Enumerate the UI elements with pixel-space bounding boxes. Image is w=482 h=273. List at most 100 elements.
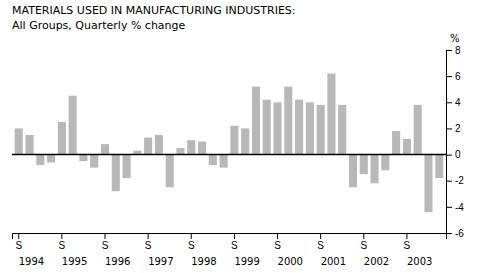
bar — [198, 142, 206, 155]
bar — [36, 155, 44, 165]
bar — [101, 144, 109, 154]
year-label: 1995 — [62, 256, 87, 267]
year-label: 1998 — [191, 256, 216, 267]
x-tick-label: S — [274, 240, 281, 251]
x-tick-label: S — [145, 240, 152, 251]
bar — [176, 148, 184, 155]
bar — [155, 135, 163, 155]
y-tick-label: -4 — [455, 202, 464, 213]
x-tick-mark — [191, 233, 192, 239]
title: MATERIALS USED IN MANUFACTURING INDUSTRI… — [12, 4, 296, 17]
year-label: 1999 — [234, 256, 259, 267]
x-tick-label: S — [231, 240, 238, 251]
x-tick-mark — [406, 233, 407, 239]
bar — [414, 105, 422, 155]
year-label: 2002 — [364, 256, 389, 267]
subtitle: All Groups, Quarterly % change — [12, 19, 186, 32]
y-tick-label: 0 — [455, 149, 461, 160]
y-tick-label: 8 — [455, 45, 461, 56]
x-tick-mark — [363, 233, 364, 239]
y-tick: -4 — [446, 202, 464, 213]
bar — [25, 135, 33, 155]
year-label: 2003 — [407, 256, 432, 267]
bar — [79, 155, 87, 162]
y-tick-mark — [446, 155, 452, 156]
x-tick-mark — [18, 233, 19, 239]
y-axis-line — [447, 51, 453, 234]
x-axis-line — [13, 234, 447, 240]
x-tick: S — [360, 233, 367, 251]
bar — [327, 74, 335, 155]
x-tick: S — [317, 233, 324, 251]
bar — [123, 155, 131, 179]
bar — [381, 155, 389, 171]
bar — [166, 155, 174, 188]
bar — [403, 139, 411, 155]
y-tick-mark — [446, 207, 452, 208]
y-tick-label: -2 — [455, 175, 464, 186]
x-tick-label: S — [59, 240, 66, 251]
x-tick-mark — [320, 233, 321, 239]
x-tick-label: S — [188, 240, 195, 251]
x-tick-label: S — [102, 240, 109, 251]
bar — [252, 87, 260, 155]
y-tick: 0 — [446, 149, 461, 160]
bar — [220, 155, 228, 168]
bar — [241, 128, 249, 154]
bar — [435, 155, 443, 179]
year-label: 2000 — [278, 256, 303, 267]
x-tick-label: S — [404, 240, 411, 251]
bar — [349, 155, 357, 188]
y-tick: 6 — [446, 71, 461, 82]
y-tick-label: -6 — [455, 228, 464, 239]
x-tick: S — [188, 233, 195, 251]
x-tick-label: S — [15, 240, 22, 251]
y-tick: -2 — [446, 175, 464, 186]
x-tick-mark — [234, 233, 235, 239]
bar — [284, 87, 292, 155]
x-tick-mark — [148, 233, 149, 239]
x-tick: S — [59, 233, 66, 251]
y-axis-label: % — [450, 33, 460, 44]
y-tick-mark — [446, 181, 452, 182]
bar — [15, 128, 23, 154]
y-tick-label: 6 — [455, 71, 461, 82]
y-tick-label: 4 — [455, 97, 461, 108]
y-tick-mark — [446, 233, 452, 234]
bar — [317, 105, 325, 155]
y-tick: 8 — [446, 45, 461, 56]
x-tick: S — [15, 233, 22, 251]
bar — [90, 155, 98, 168]
x-tick-mark — [105, 233, 106, 239]
y-tick-mark — [446, 76, 452, 77]
plot: SSSSSSSSSS199419951996199719981999200020… — [12, 33, 464, 267]
y-tick: 4 — [446, 97, 461, 108]
bar — [295, 100, 303, 155]
x-tick-mark — [277, 233, 278, 239]
bar — [273, 102, 281, 154]
year-label: 1994 — [19, 256, 44, 267]
y-tick-mark — [446, 102, 452, 103]
bar — [144, 138, 152, 155]
bar — [58, 122, 66, 155]
bar — [338, 105, 346, 155]
x-tick: S — [231, 233, 238, 251]
bar — [112, 155, 120, 192]
y-tick: 2 — [446, 123, 461, 134]
y-tick-label: 2 — [455, 123, 461, 134]
chart: MATERIALS USED IN MANUFACTURING INDUSTRI… — [0, 0, 482, 273]
y-tick: -6 — [446, 228, 464, 239]
x-tick: S — [145, 233, 152, 251]
bar — [187, 140, 195, 154]
year-label: 1996 — [105, 256, 130, 267]
y-tick-mark — [446, 128, 452, 129]
x-tick-label: S — [317, 240, 324, 251]
y-axis: -6 -4 -2 0 2 4 6 8 — [446, 45, 464, 239]
bar — [209, 155, 217, 165]
y-tick-mark — [446, 50, 452, 51]
bar — [360, 155, 368, 175]
year-label: 2001 — [321, 256, 346, 267]
year-label: 1997 — [148, 256, 173, 267]
bar — [306, 102, 314, 154]
x-tick-label: S — [360, 240, 367, 251]
